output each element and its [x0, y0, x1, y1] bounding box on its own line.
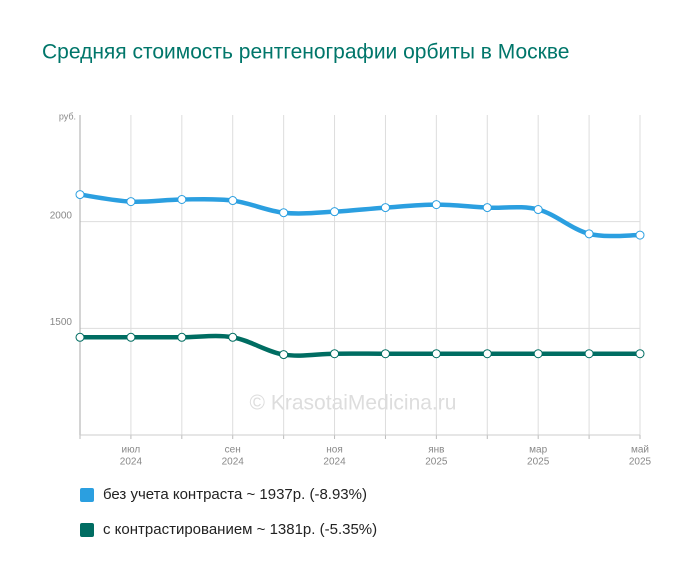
x-tick-label: ноя [326, 445, 343, 456]
point [330, 349, 340, 359]
legend-swatch [80, 523, 94, 537]
point [635, 230, 645, 240]
point [380, 349, 390, 359]
x-tick-label: сен [225, 445, 241, 456]
series-line [80, 333, 640, 358]
x-tick-label: май [631, 445, 649, 456]
point [482, 203, 492, 213]
point [279, 350, 289, 360]
point [584, 349, 594, 359]
point [177, 194, 187, 204]
point [126, 197, 136, 207]
point [431, 349, 441, 359]
x-tick-label: 2024 [120, 457, 143, 468]
x-tick-label: янв [428, 445, 444, 456]
x-tick-label: 2024 [323, 457, 346, 468]
point [75, 332, 85, 342]
x-tick-label: 2025 [629, 457, 652, 468]
point [380, 203, 390, 213]
point [482, 349, 492, 359]
point [126, 332, 136, 342]
y-unit: руб. [59, 111, 76, 121]
x-tick-label: 2025 [425, 457, 448, 468]
x-tick-label: 2025 [527, 457, 550, 468]
point [584, 229, 594, 239]
chart-title: Средняя стоимость рентгенографии орбиты … [42, 41, 569, 64]
point [228, 332, 238, 342]
point [533, 349, 543, 359]
watermark: © KrasotaiMedicina.ru [250, 392, 457, 415]
point [279, 208, 289, 218]
point [431, 200, 441, 210]
point [75, 190, 85, 200]
x-tick-label: 2024 [222, 457, 245, 468]
y-tick-label: 1500 [50, 317, 73, 328]
point [330, 207, 340, 217]
point [228, 196, 238, 206]
point [635, 349, 645, 359]
point [177, 332, 187, 342]
x-tick-label: июл [122, 445, 141, 456]
y-tick-label: 2000 [50, 210, 73, 221]
point [533, 205, 543, 215]
legend-swatch [80, 488, 94, 502]
x-tick-label: мар [529, 445, 547, 456]
legend-label: с контрастированием ~ 1381р. (-5.35%) [103, 521, 377, 538]
legend-label: без учета контраста ~ 1937р. (-8.93%) [103, 486, 367, 503]
series-line [79, 192, 641, 239]
